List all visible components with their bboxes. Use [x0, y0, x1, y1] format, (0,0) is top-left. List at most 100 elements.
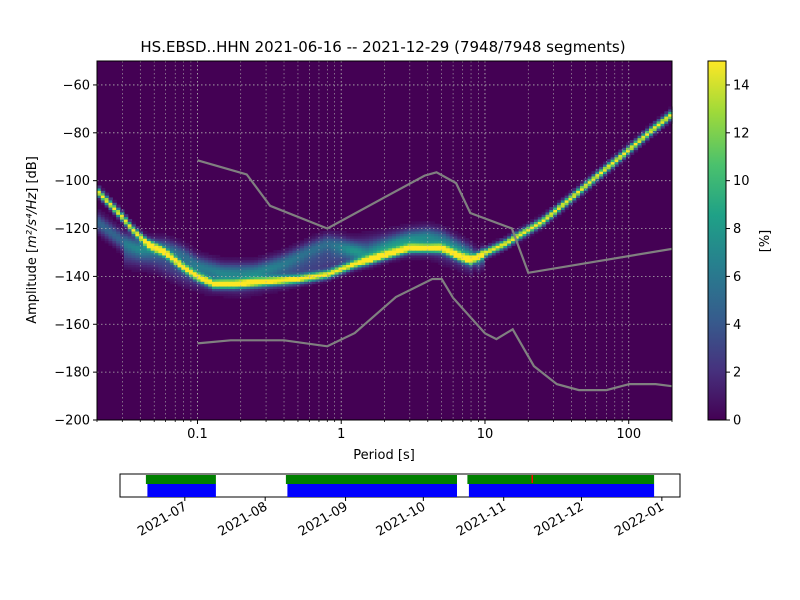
- heatmap-cell: [304, 254, 309, 258]
- heatmap-cell: [507, 233, 512, 237]
- heatmap-cell: [189, 250, 194, 254]
- heatmap-cell: [139, 254, 144, 258]
- heatmap-cell: [150, 235, 156, 239]
- heatmap-cell: [507, 238, 512, 242]
- heatmap-cell: [330, 250, 336, 254]
- heatmap-cell: [480, 242, 485, 246]
- heatmap-cell: [273, 259, 278, 263]
- heatmap-cell: [204, 285, 209, 289]
- heatmap-cell: [445, 242, 451, 246]
- heatmap-cell: [610, 156, 616, 160]
- heatmap-cell: [384, 247, 389, 251]
- heatmap-cell: [196, 266, 202, 270]
- heatmap-cell: [158, 257, 163, 261]
- heatmap-cell: [388, 257, 393, 261]
- heatmap-cell: [200, 252, 205, 256]
- heatmap-cell: [365, 262, 370, 266]
- heatmap-cell: [146, 245, 152, 249]
- heatmap-cell: [568, 190, 573, 194]
- heatmap-cell: [357, 254, 363, 258]
- heatmap-cell: [223, 269, 228, 273]
- heatmap-cell: [127, 221, 133, 225]
- heatmap-cell: [127, 266, 133, 270]
- heatmap-cell: [281, 271, 286, 275]
- heatmap-cell: [323, 240, 328, 244]
- heatmap-cell: [664, 111, 669, 115]
- heatmap-cell: [223, 281, 228, 285]
- heatmap-cell: [277, 259, 282, 263]
- heatmap-cell: [123, 233, 129, 237]
- heatmap-cell: [346, 259, 351, 263]
- heatmap-cell: [626, 149, 631, 153]
- heatmap-cell: [162, 259, 167, 263]
- heatmap-cell: [311, 266, 317, 270]
- heatmap-cell: [376, 228, 382, 232]
- heatmap-cell: [476, 250, 481, 254]
- heatmap-cell: [468, 245, 474, 249]
- heatmap-cell: [511, 242, 516, 246]
- heatmap-cell: [104, 202, 110, 206]
- heatmap-cell: [219, 274, 225, 277]
- heatmap-cell: [154, 235, 159, 239]
- heatmap-cell: [204, 259, 209, 263]
- heatmap-cell: [143, 269, 148, 273]
- heatmap-cell: [265, 283, 271, 287]
- heatmap-cell: [104, 233, 110, 237]
- heatmap-cell: [327, 254, 332, 258]
- heatmap-cell: [511, 240, 516, 244]
- heatmap-cell: [438, 233, 443, 237]
- heatmap-cell: [258, 254, 263, 258]
- heatmap-cell: [614, 151, 619, 155]
- heatmap-cell: [212, 278, 217, 282]
- heatmap-cell: [568, 192, 573, 196]
- heatmap-cell: [311, 252, 317, 256]
- heatmap-cell: [327, 262, 332, 266]
- heatmap-cell: [353, 259, 359, 263]
- heatmap-cell: [238, 281, 244, 285]
- heatmap-cell: [162, 235, 167, 239]
- heatmap-cell: [108, 226, 113, 230]
- heatmap-cell: [338, 242, 343, 246]
- heatmap-cell: [150, 240, 156, 244]
- heatmap-cell: [649, 125, 654, 129]
- heatmap-cell: [300, 271, 305, 275]
- heatmap-cell: [169, 240, 175, 244]
- heatmap-cell: [307, 283, 313, 287]
- heatmap-cell: [131, 238, 136, 242]
- heatmap-cell: [254, 271, 259, 275]
- heatmap-cell: [373, 257, 378, 261]
- heatmap-cell: [127, 257, 133, 261]
- heatmap-cell: [495, 247, 501, 251]
- heatmap-cell: [526, 230, 531, 234]
- heatmap-cell: [235, 276, 240, 280]
- heatmap-cell: [246, 281, 251, 285]
- x-axis-label: Period [s]: [353, 448, 415, 463]
- heatmap-cell: [307, 247, 313, 251]
- heatmap-cell: [373, 259, 378, 263]
- heatmap-cell: [476, 264, 481, 268]
- heatmap-cell: [246, 259, 251, 263]
- heatmap-cell: [334, 245, 340, 249]
- heatmap-cell: [185, 257, 190, 261]
- heatmap-cell: [353, 252, 359, 256]
- heatmap-cell: [123, 218, 129, 222]
- heatmap-cell: [438, 250, 443, 254]
- heatmap-cell: [376, 230, 382, 234]
- heatmap-cell: [131, 226, 136, 230]
- heatmap-cell: [426, 245, 432, 249]
- heatmap-cell: [422, 223, 428, 227]
- heatmap-cell: [181, 257, 186, 261]
- heatmap-cell: [284, 254, 290, 258]
- heatmap-cell: [587, 175, 593, 179]
- heatmap-cell: [637, 142, 642, 146]
- heatmap-cell: [177, 245, 182, 249]
- heatmap-cell: [319, 269, 324, 273]
- heatmap-cell: [472, 242, 478, 246]
- heatmap-cell: [334, 240, 340, 244]
- heatmap-cell: [212, 259, 217, 263]
- heatmap-cell: [215, 288, 221, 292]
- heatmap-cell: [208, 293, 213, 297]
- heatmap-cell: [361, 254, 366, 258]
- heatmap-cell: [323, 276, 328, 280]
- heatmap-cell: [319, 254, 324, 258]
